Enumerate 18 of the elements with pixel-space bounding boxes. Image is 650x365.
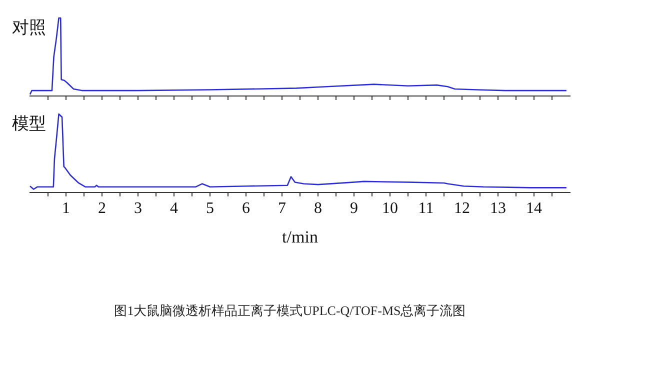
x-tick-label: 4: [170, 200, 178, 218]
x-tick-label: 14: [526, 200, 542, 218]
x-tick-label: 8: [314, 200, 322, 218]
chart-title: 模型: [12, 113, 46, 135]
x-axis-title: t/min: [282, 227, 318, 246]
x-tick-label: 12: [454, 200, 470, 218]
x-tick-label: 5: [206, 200, 214, 218]
x-tick-label: 2: [98, 200, 106, 218]
chart-title: 对照: [12, 17, 46, 39]
x-tick-label: 13: [490, 200, 506, 218]
x-tick-label: 3: [134, 200, 142, 218]
x-tick-label: 7: [278, 200, 286, 218]
x-tick-label: 9: [350, 200, 358, 218]
x-tick-label: 11: [418, 200, 434, 218]
x-tick-label: 10: [382, 200, 398, 218]
x-tick-label: 1: [62, 200, 70, 218]
x-tick-label: 6: [242, 200, 250, 218]
caption: 图1大鼠脑微透析样品正离子模式UPLC-Q/TOF-MS总离子流图: [113, 302, 467, 320]
